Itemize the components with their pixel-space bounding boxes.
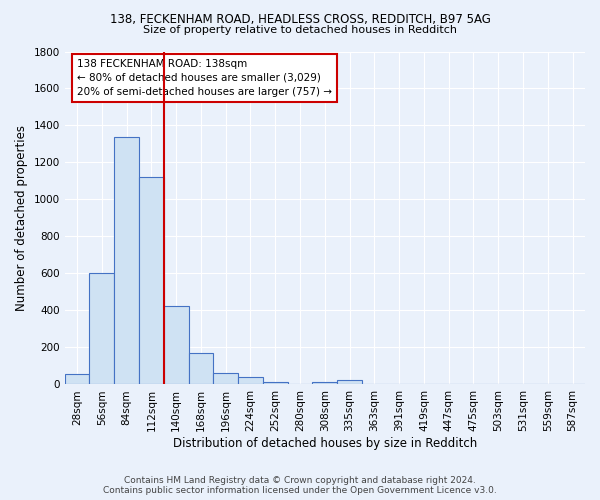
Bar bbox=[89, 274, 114, 384]
Text: Contains HM Land Registry data © Crown copyright and database right 2024.: Contains HM Land Registry data © Crown c… bbox=[124, 476, 476, 485]
Bar bbox=[214, 374, 238, 384]
Bar bbox=[188, 353, 214, 384]
Bar bbox=[337, 380, 362, 384]
Bar bbox=[164, 306, 188, 384]
Bar bbox=[65, 374, 89, 384]
Text: Contains public sector information licensed under the Open Government Licence v3: Contains public sector information licen… bbox=[103, 486, 497, 495]
X-axis label: Distribution of detached houses by size in Redditch: Distribution of detached houses by size … bbox=[173, 437, 477, 450]
Bar bbox=[313, 382, 337, 384]
Bar bbox=[114, 136, 139, 384]
Bar bbox=[238, 378, 263, 384]
Bar bbox=[139, 178, 164, 384]
Text: Size of property relative to detached houses in Redditch: Size of property relative to detached ho… bbox=[143, 25, 457, 35]
Text: 138, FECKENHAM ROAD, HEADLESS CROSS, REDDITCH, B97 5AG: 138, FECKENHAM ROAD, HEADLESS CROSS, RED… bbox=[110, 12, 490, 26]
Y-axis label: Number of detached properties: Number of detached properties bbox=[15, 125, 28, 311]
Text: 138 FECKENHAM ROAD: 138sqm
← 80% of detached houses are smaller (3,029)
20% of s: 138 FECKENHAM ROAD: 138sqm ← 80% of deta… bbox=[77, 59, 332, 97]
Bar bbox=[263, 382, 287, 384]
